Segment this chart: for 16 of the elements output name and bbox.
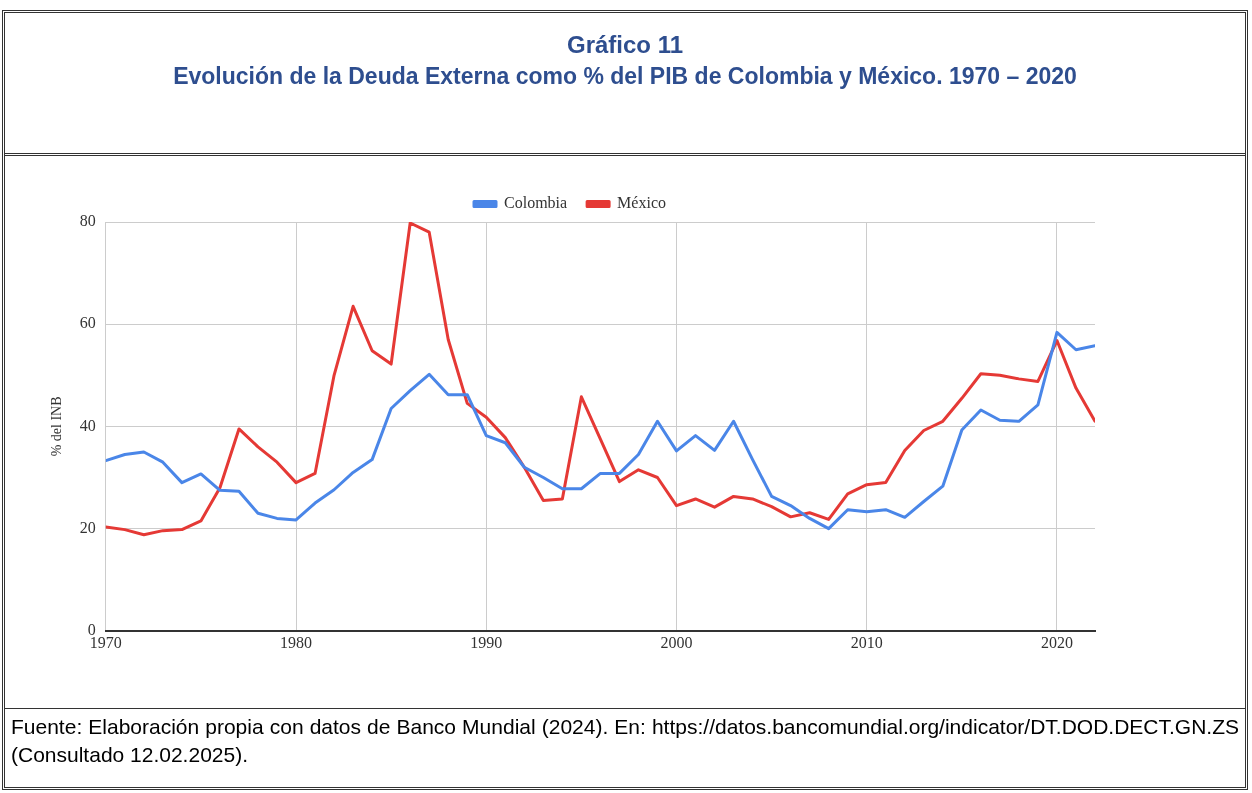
chart-title: Gráfico 11	[565, 30, 685, 59]
y-tick-label: 20	[79, 518, 96, 536]
y-tick-label: 80	[79, 212, 96, 230]
x-tick-label: 1990	[470, 633, 503, 651]
y-tick-label: 40	[79, 416, 96, 434]
x-tick-label: 2010	[850, 633, 883, 651]
y-tick-label: 60	[79, 314, 96, 332]
chart-subtitle: Evolución de la Deuda Externa como % del PIB de Colombia y México. 1970 – 2020	[172, 62, 1078, 90]
legend-label: México	[617, 194, 666, 212]
x-tick-label: 1980	[280, 633, 313, 651]
x-tick-label: 2000	[660, 633, 693, 651]
y-axis-title: % del INB	[49, 396, 65, 457]
y-tick-label: 0	[87, 621, 96, 638]
legend-label: Colombia	[504, 194, 568, 212]
source-note: Fuente: Elaboración propia con datos de Banco Mundial (2024). En: https://datos.bancomundial.org/indicator/DT.DOD.DECT.GN.ZS (Consultado 12.02.2025).	[10, 714, 1240, 769]
x-tick-label: 2020	[1040, 633, 1073, 651]
